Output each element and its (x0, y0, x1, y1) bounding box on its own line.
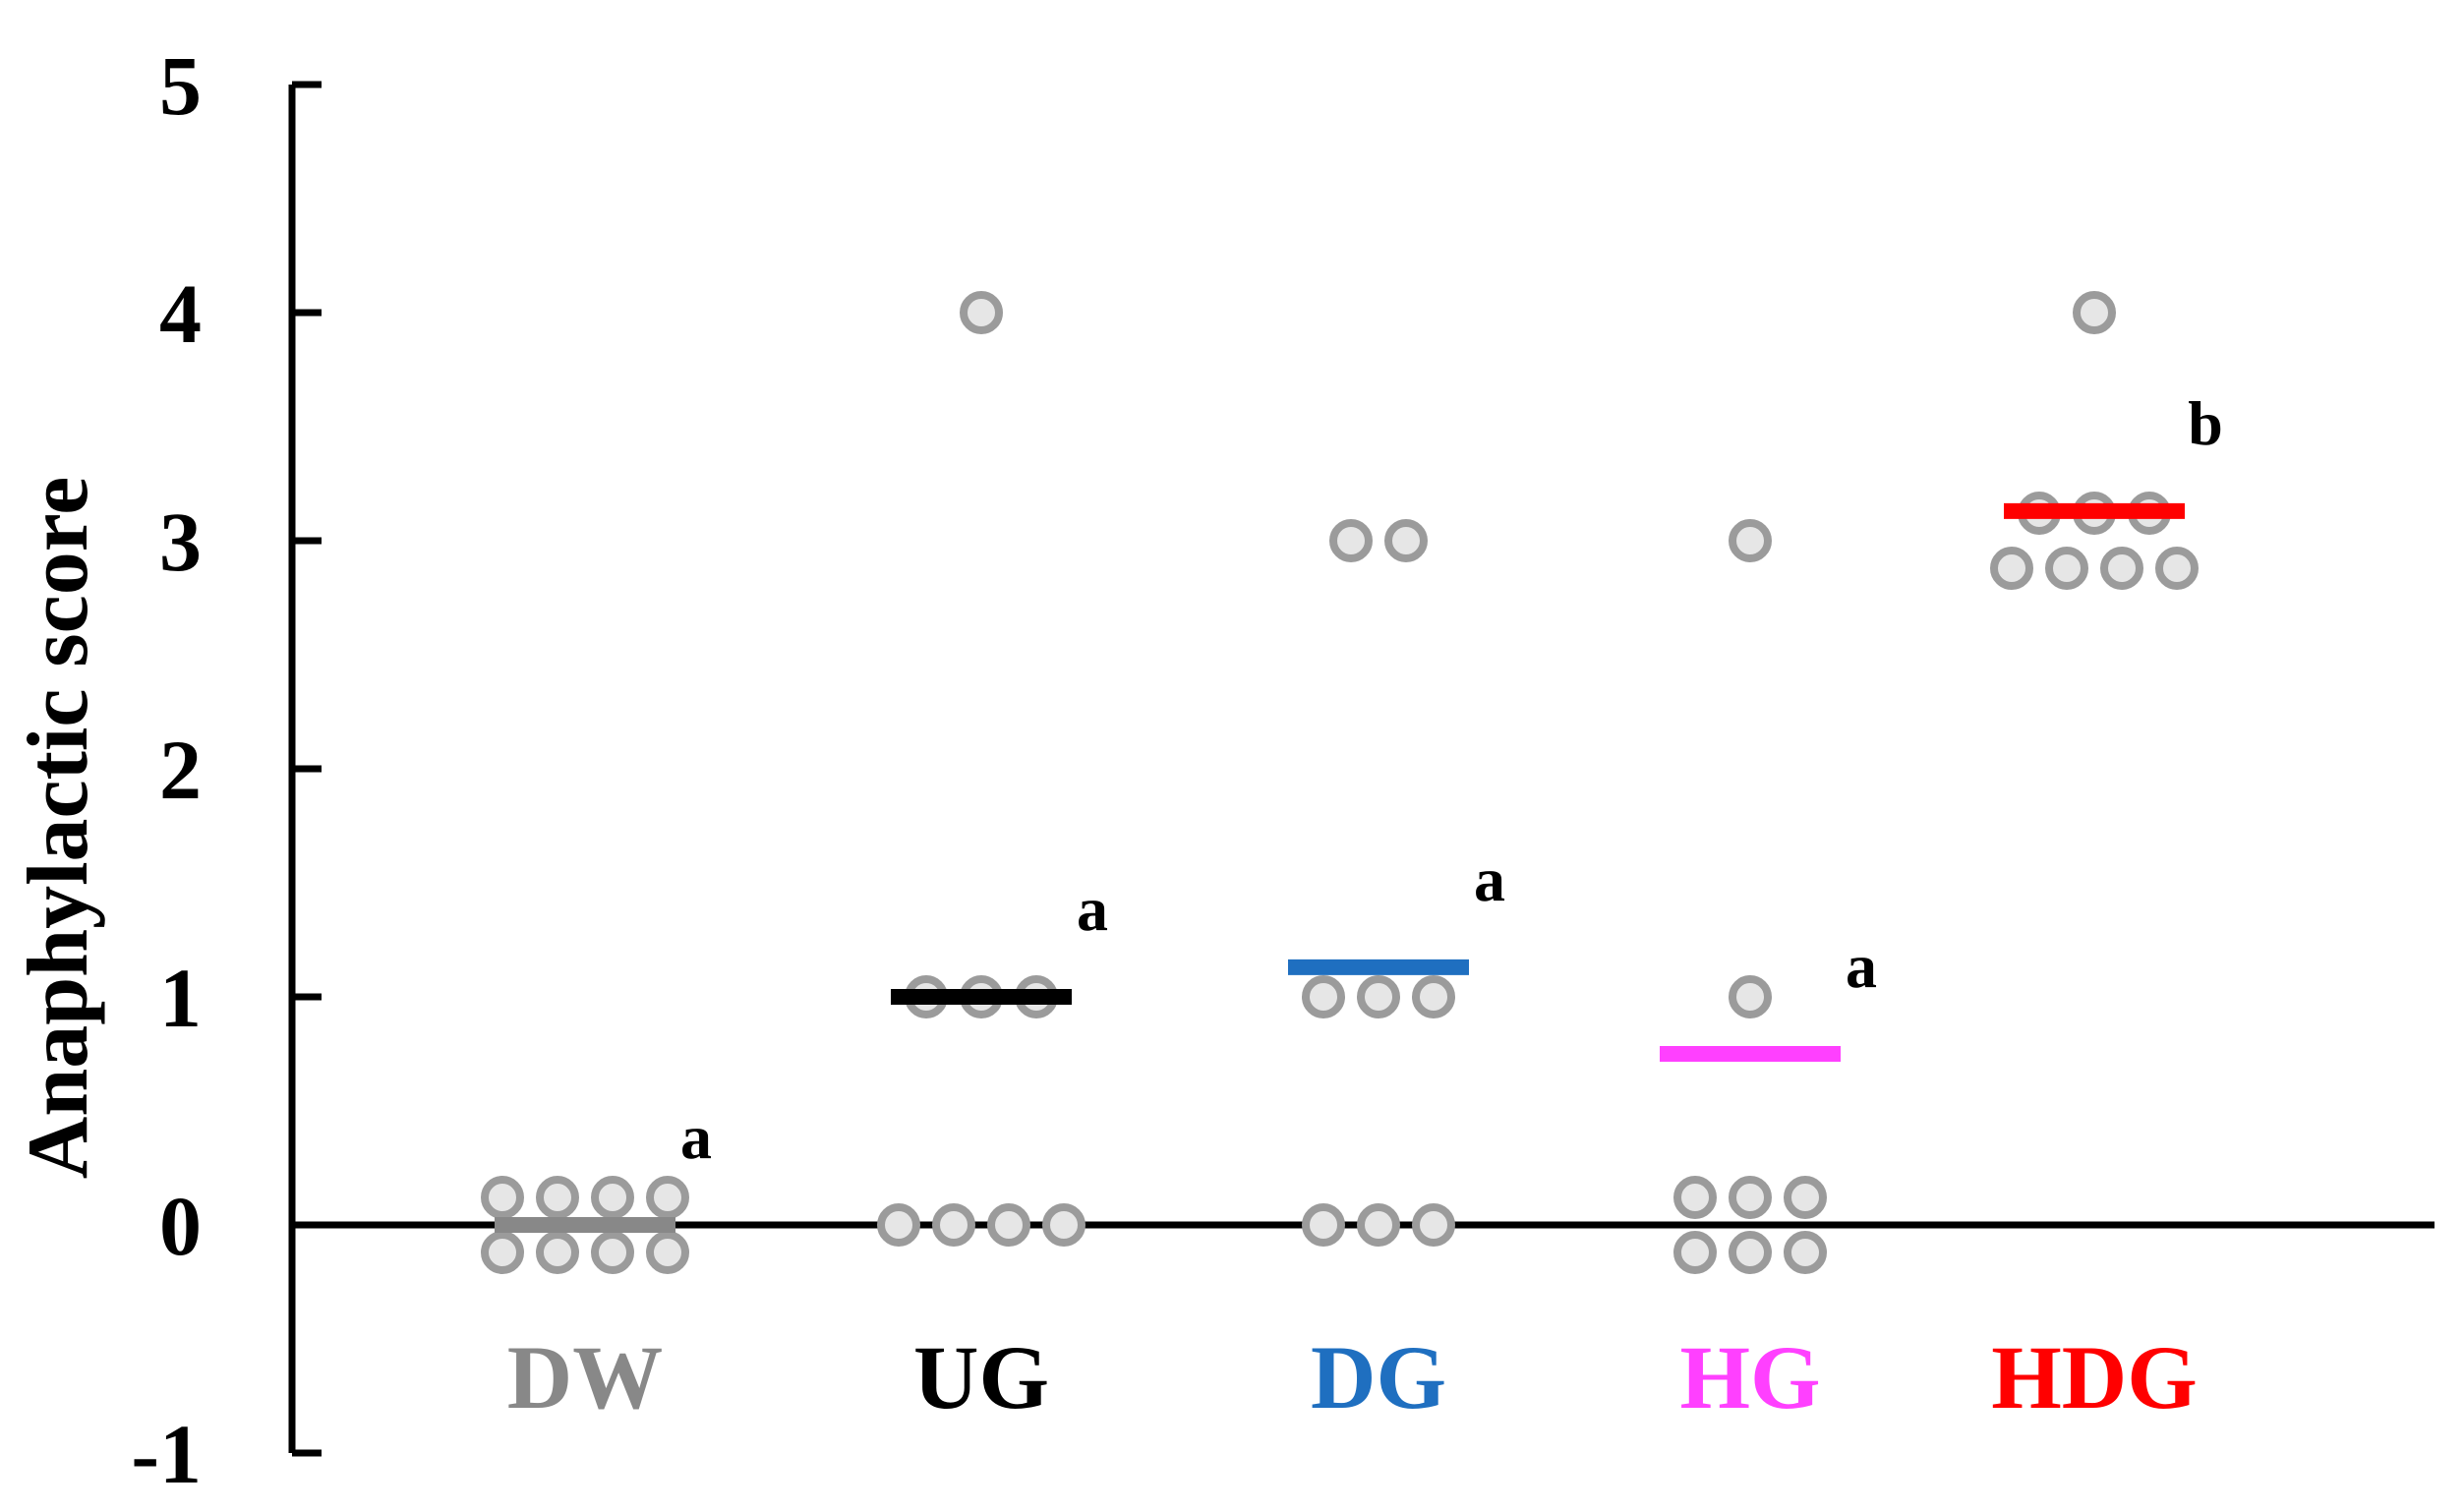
y-axis-title: Anaphylactic score (11, 477, 106, 1180)
data-points (481, 291, 2199, 1274)
data-point (2045, 547, 2088, 590)
data-point (1673, 1176, 1717, 1219)
y-tick-label: 0 (159, 1179, 202, 1273)
data-point (2100, 547, 2143, 590)
data-point (1329, 519, 1373, 562)
data-point (1729, 975, 1772, 1018)
data-point (1729, 519, 1772, 562)
data-point (591, 1176, 634, 1219)
data-point (481, 1176, 524, 1219)
y-tick-label: -1 (131, 1407, 202, 1501)
data-point (536, 1176, 579, 1219)
mean-lines (495, 502, 2185, 1233)
data-point (1729, 1231, 1772, 1274)
data-point (646, 1176, 689, 1219)
group-label: UG (913, 1327, 1049, 1427)
data-point (1784, 1176, 1827, 1219)
data-point (1357, 1203, 1400, 1247)
significance-letter: b (2188, 388, 2223, 458)
significance-letter: a (1077, 874, 1108, 944)
group-label: DG (1311, 1327, 1446, 1427)
data-point (2073, 291, 2116, 334)
data-point (1357, 975, 1400, 1018)
data-point (591, 1231, 634, 1274)
group-label: HG (1679, 1327, 1820, 1427)
data-point (1673, 1231, 1717, 1274)
data-point (987, 1203, 1030, 1247)
data-point (1784, 1231, 1827, 1274)
y-tick-label: 1 (159, 951, 202, 1045)
data-point (646, 1231, 689, 1274)
data-point (1302, 975, 1345, 1018)
data-point (1042, 1203, 1085, 1247)
data-point (2155, 547, 2199, 590)
significance-letter: a (1846, 931, 1877, 1001)
y-tick-label: 4 (159, 266, 202, 361)
axes: 5 4 3 2 1 0 -1 (131, 38, 2435, 1501)
data-point (1729, 1176, 1772, 1219)
significance-letter: a (1474, 844, 1505, 914)
group-label: DW (507, 1327, 663, 1427)
data-point (932, 1203, 975, 1247)
y-tick-label: 3 (159, 494, 202, 589)
data-point (1412, 975, 1455, 1018)
group-label: HDG (1991, 1327, 2198, 1427)
data-point (1302, 1203, 1345, 1247)
data-point (960, 291, 1003, 334)
chart-labels: Anaphylactic score a DW a UG a DG a HG b HDG (11, 388, 2223, 1427)
y-tick-label: 2 (159, 723, 202, 817)
y-tick-label: 5 (159, 38, 202, 133)
significance-letter: a (680, 1102, 712, 1172)
data-point (536, 1231, 579, 1274)
data-point (877, 1203, 920, 1247)
data-point (1384, 519, 1428, 562)
data-point (1990, 547, 2033, 590)
data-point (481, 1231, 524, 1274)
data-point (1412, 1203, 1455, 1247)
